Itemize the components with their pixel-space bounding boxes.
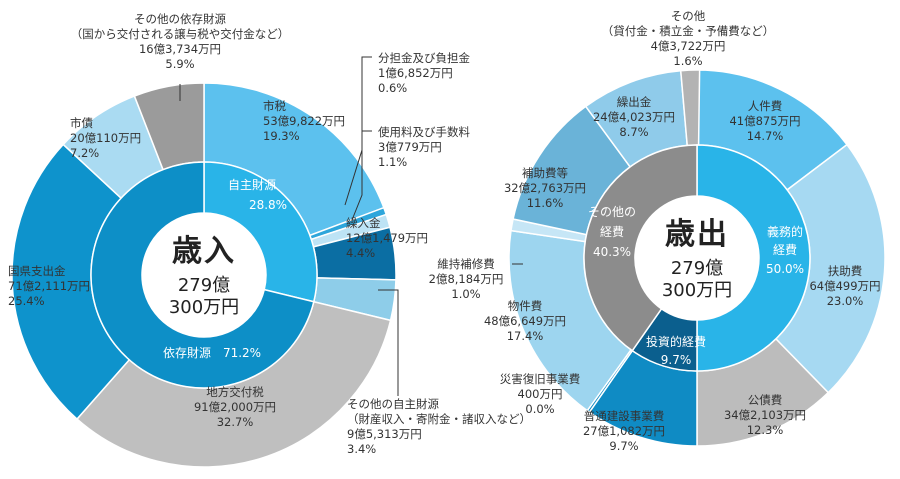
label-0: 市税 53億9,822万円 19.3% xyxy=(263,99,345,143)
leader-1 xyxy=(344,56,372,206)
inner-label-1-pct: 9.7% xyxy=(661,353,692,367)
inner-label-1: 依存財源 71.2% xyxy=(163,345,261,360)
label-7: 市債 20億110万円 7.2% xyxy=(70,116,141,160)
label-8: 繰出金 24億4,023万円 8.7% xyxy=(593,95,675,139)
label-0: 人件費 41億875万円 14.7% xyxy=(729,99,800,143)
center-total-line: 300万円 xyxy=(169,297,239,318)
label-9: その他（貸付金・積立金・予備費など） 4億3,722万円 1.6% xyxy=(602,9,775,68)
inner-label-0-pct: 28.8% xyxy=(249,198,287,212)
center-circle xyxy=(635,196,759,320)
label-5: 物件費 48億6,649万円 17.4% xyxy=(484,299,566,343)
label-2: 公債費 34億2,103万円 12.3% xyxy=(724,393,806,437)
center-title: 歳出 xyxy=(665,217,729,252)
inner-label-0a: 義務的 xyxy=(767,224,803,239)
leader-2 xyxy=(351,130,372,221)
inner-label-2a: その他の xyxy=(588,205,636,219)
inner-label-0b: 経費 xyxy=(773,242,797,257)
center-title: 歳入 xyxy=(172,234,236,269)
label-2: 使用料及び手数料 3億779万円 1.1% xyxy=(378,125,470,169)
label-1: 分担金及び負担金 1億6,852万円 0.6% xyxy=(378,51,470,95)
label-1: 扶助費 64億499万円 23.0% xyxy=(809,264,880,308)
inner-label-0-pct: 50.0% xyxy=(766,262,804,276)
label-3: 繰入金 12億1,479万円 4.4% xyxy=(346,216,428,260)
label-3: 普通建設事業費 27億1,082万円 9.7% xyxy=(583,409,665,453)
label-8: その他の依存財源（国から交付される譲与税や交付金など） 16億3,734万円 5.9… xyxy=(71,12,290,71)
label-4: 災害復旧事業費 400万円 0.0% xyxy=(500,372,581,416)
inner-label-1: 投資的経費 xyxy=(646,334,706,349)
center-total-line: 279億 xyxy=(178,275,230,296)
center-total-line: 279億 xyxy=(671,258,723,279)
center-circle xyxy=(142,213,266,337)
label-6: 維持補修費 2億8,184万円 1.0% xyxy=(429,257,504,301)
label-5: 地方交付税 91億2,000万円 32.7% xyxy=(194,385,276,429)
inner-label-2b: 経費 xyxy=(600,224,624,239)
inner-label-0: 自主財源 xyxy=(228,177,276,192)
inner-label-2-pct: 40.3% xyxy=(593,245,631,259)
label-7: 補助費等 32億2,763万円 11.6% xyxy=(504,166,586,210)
label-4: その他の自主財源（財産収入・寄附金・諸収入など） 9億5,313万円 3.4% xyxy=(347,397,531,456)
leader-4 xyxy=(378,289,399,396)
label-6: 国県支出金 71億2,111万円 25.4% xyxy=(8,264,90,308)
center-total-line: 300万円 xyxy=(662,280,732,301)
